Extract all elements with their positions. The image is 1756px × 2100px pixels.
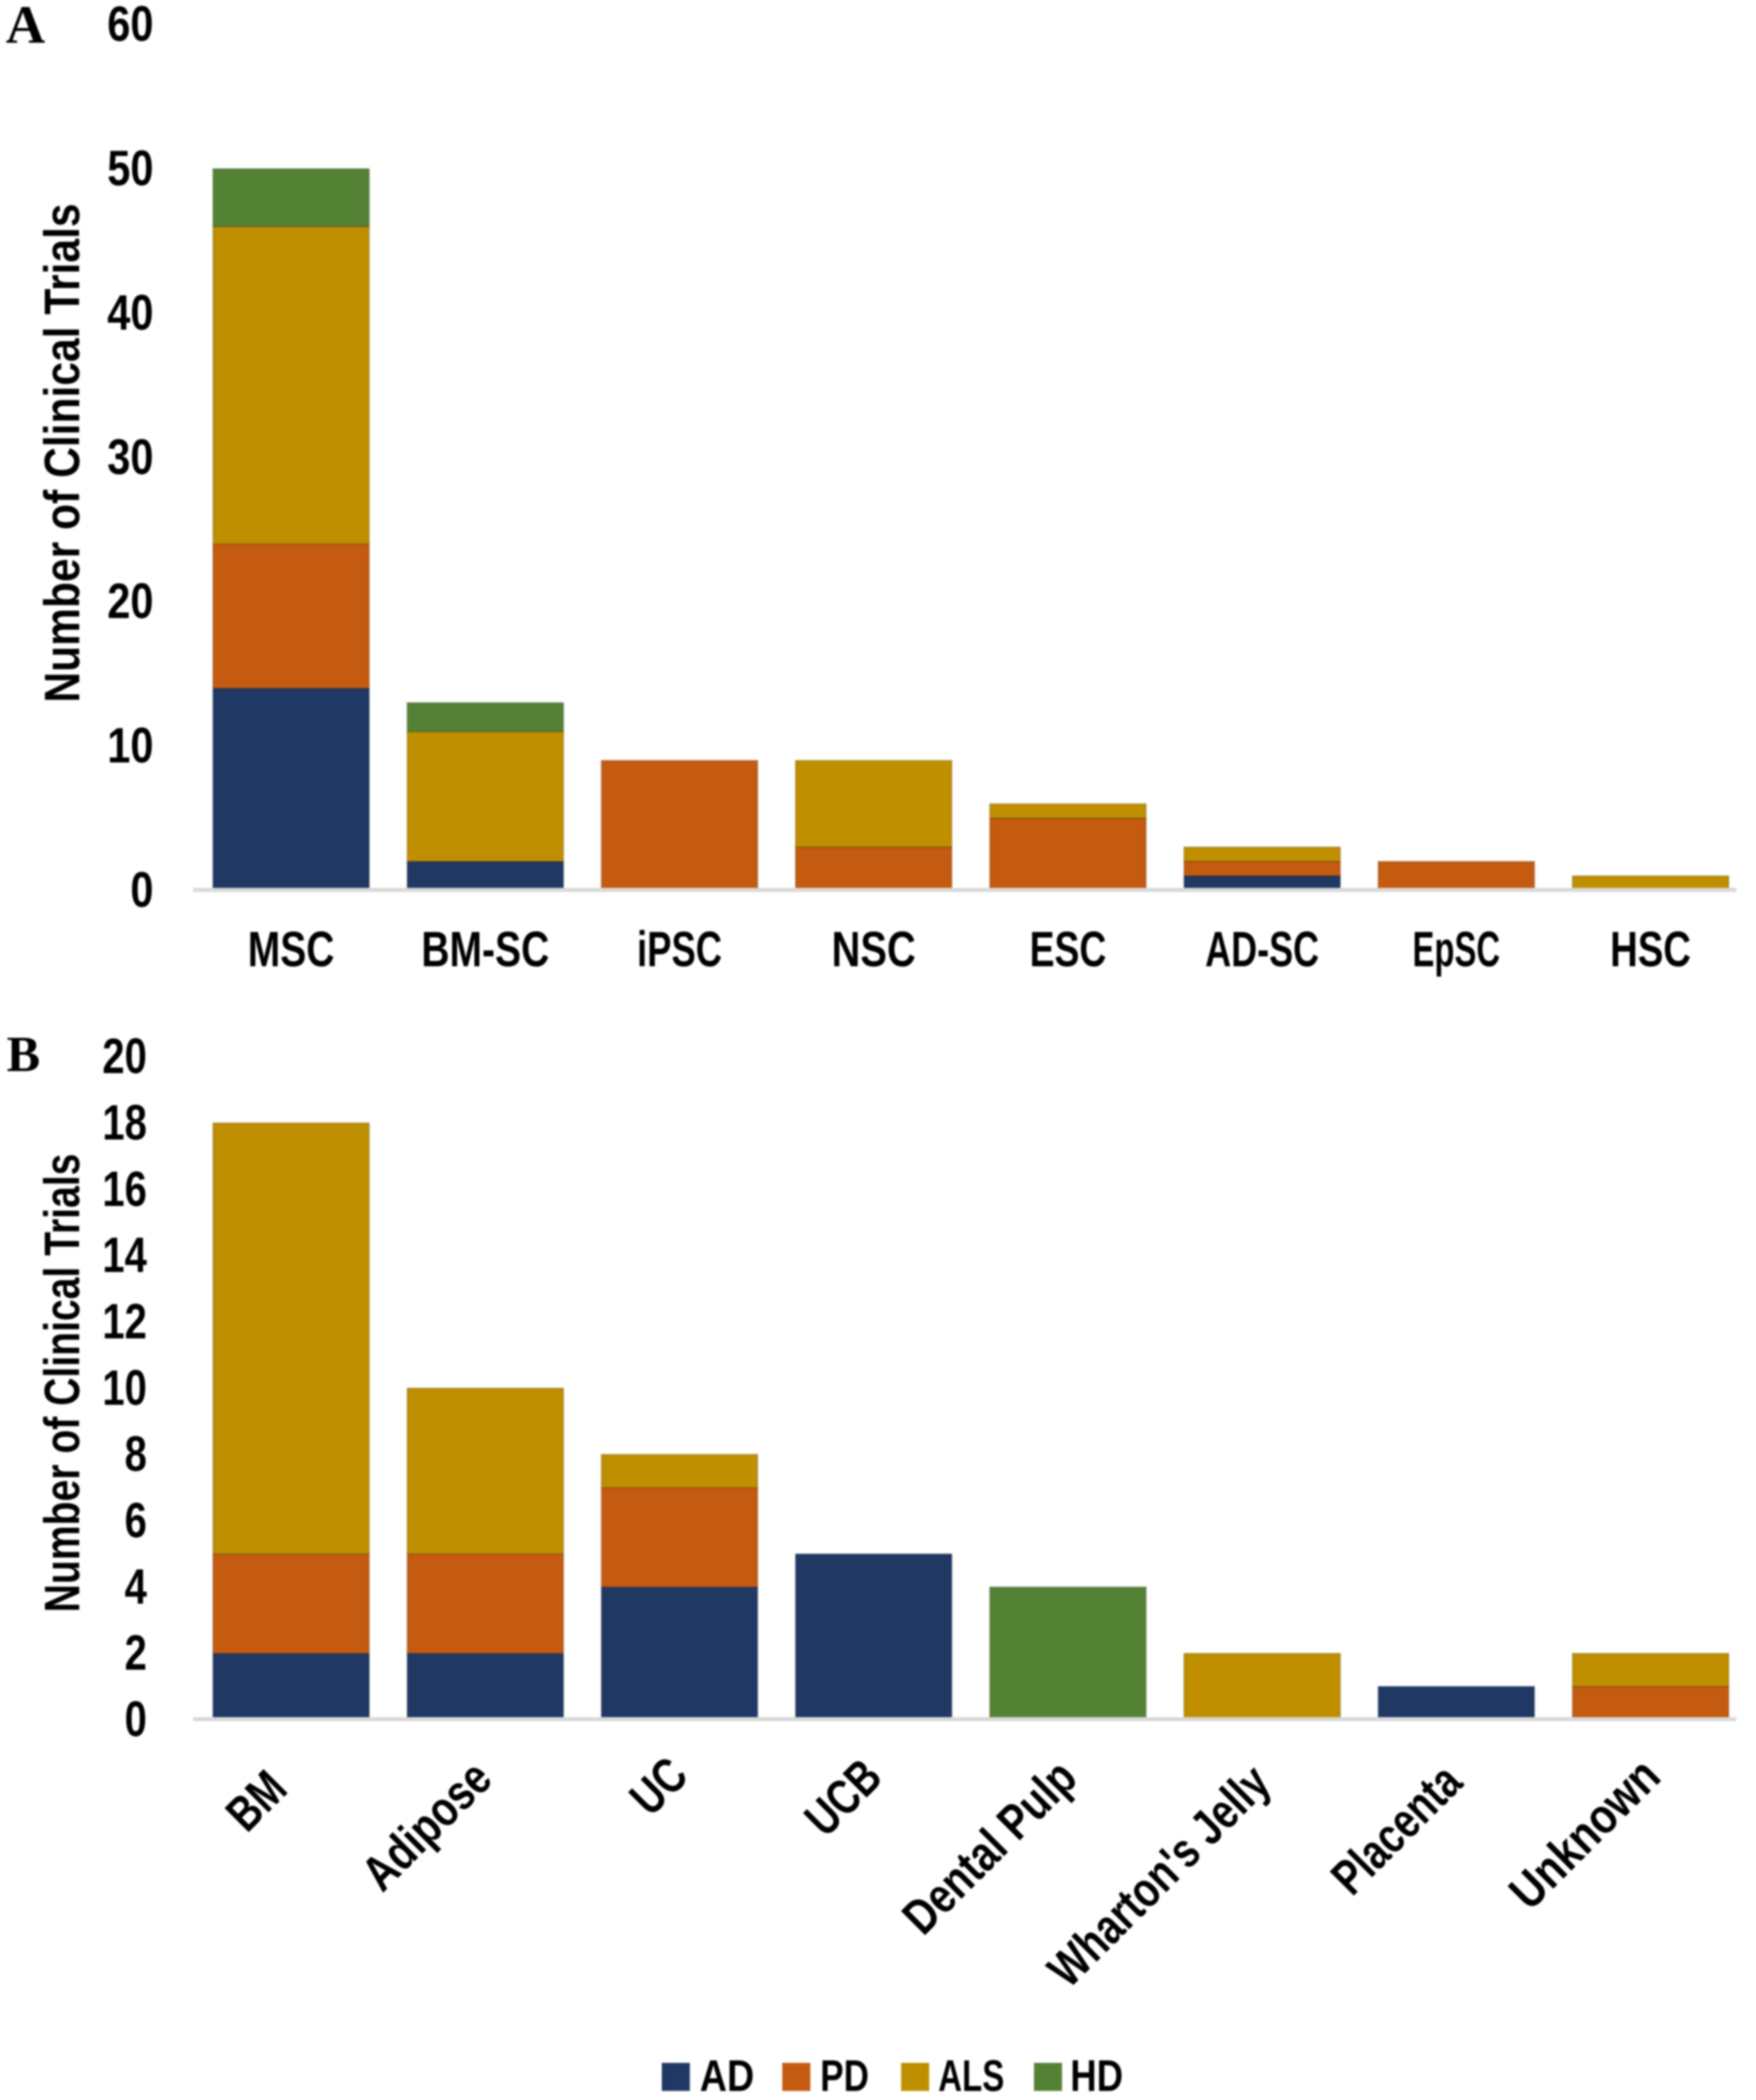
svg-text:AD-SC: AD-SC [1206,922,1319,977]
svg-text:Number of Clinical Trials: Number of Clinical Trials [35,1154,90,1612]
svg-text:Number of Clinical Trials: Number of Clinical Trials [35,204,90,703]
svg-text:AD: AD [700,2051,754,2100]
svg-text:MSC: MSC [248,922,334,977]
svg-text:2: 2 [125,1626,147,1681]
svg-text:NSC: NSC [832,922,916,977]
svg-text:0: 0 [125,1692,147,1747]
svg-text:0: 0 [130,862,153,918]
svg-text:14: 14 [102,1228,148,1283]
svg-text:8: 8 [125,1427,147,1482]
svg-text:ALS: ALS [938,2051,1004,2100]
svg-text:20: 20 [102,1029,147,1084]
svg-text:ESC: ESC [1030,922,1107,977]
svg-text:HSC: HSC [1610,922,1691,977]
svg-text:6: 6 [125,1493,147,1548]
svg-text:20: 20 [107,573,153,629]
svg-text:50: 50 [107,141,153,196]
svg-text:B: B [7,1027,40,1083]
svg-text:BM-SC: BM-SC [422,922,550,977]
svg-text:HD: HD [1070,2051,1123,2100]
svg-text:30: 30 [107,429,153,484]
svg-text:10: 10 [102,1360,147,1415]
svg-text:16: 16 [102,1161,147,1216]
svg-text:PD: PD [820,2051,869,2100]
svg-text:18: 18 [102,1095,147,1150]
svg-text:12: 12 [102,1294,147,1349]
svg-text:40: 40 [107,285,153,340]
svg-text:A: A [6,0,45,55]
svg-text:60: 60 [107,0,153,52]
svg-text:10: 10 [107,718,153,773]
svg-text:4: 4 [125,1559,148,1614]
svg-text:iPSC: iPSC [637,922,722,977]
svg-text:EpSC: EpSC [1413,922,1500,977]
